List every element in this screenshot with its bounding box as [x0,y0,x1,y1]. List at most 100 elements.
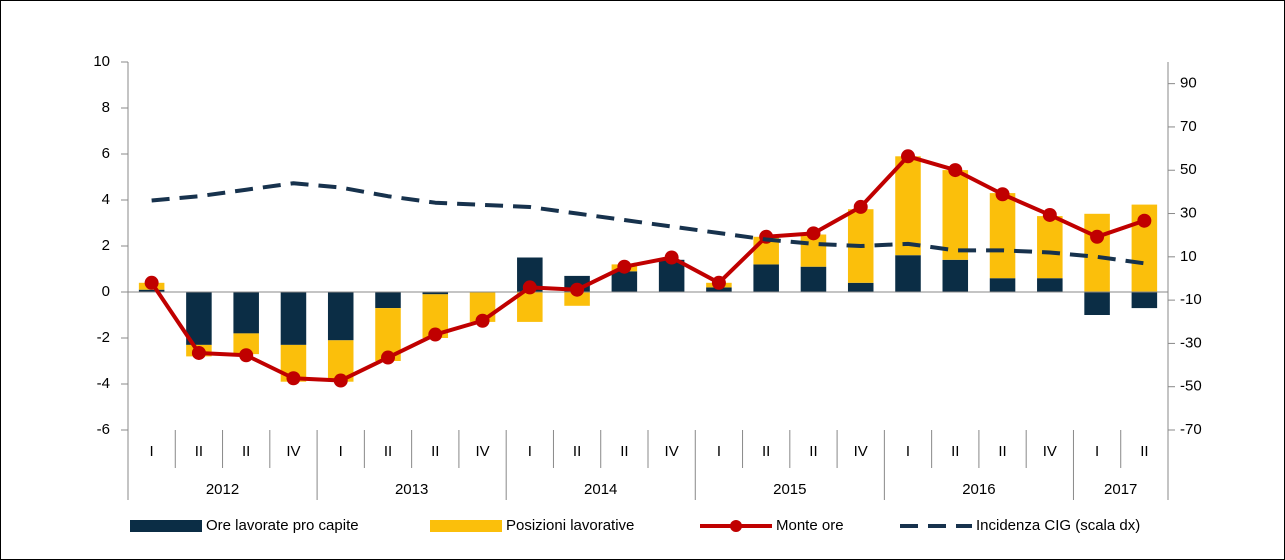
y-tick-label: 0 [102,283,110,300]
bar [280,292,307,345]
bar [422,292,449,295]
x-group-label: 2012 [206,481,239,498]
bar [1131,292,1158,309]
x-tick-label: IV [286,443,300,460]
y2-tick-label: -70 [1180,421,1202,438]
x-group-label: 2016 [962,481,995,498]
y-tick-label: 10 [93,53,110,70]
y-tick-label: 2 [102,237,110,254]
line-marker [286,371,301,386]
line-marker [1137,213,1152,228]
legend-swatch [130,520,202,532]
bar [658,259,685,292]
x-group-label: 2015 [773,481,806,498]
y-tick-label: 4 [102,191,110,208]
x-tick-label: II [762,443,770,460]
legend-marker [730,520,742,532]
bar [989,193,1016,279]
x-tick-label: IV [665,443,679,460]
x-tick-label: I [717,443,721,460]
bar [942,170,969,260]
line-marker [853,199,868,214]
y-tick-label: 8 [102,99,110,116]
x-tick-label: I [150,443,154,460]
y2-tick-label: 90 [1180,75,1197,92]
bar [753,264,779,292]
line-marker [144,275,159,290]
y-tick-label: -2 [97,329,110,346]
bar [895,255,921,292]
x-tick-label: IV [1043,443,1057,460]
x-tick-label: II [573,443,581,460]
line [149,154,1146,383]
bar [233,333,259,355]
bar [186,292,212,345]
line-marker [428,327,443,342]
y2-tick-label: 10 [1180,248,1197,265]
x-tick-label: IV [475,443,489,460]
line-marker [901,149,915,164]
x-tick-label: II [384,443,392,460]
line-marker [806,226,821,241]
legend-label: Monte ore [776,517,844,534]
bar [564,292,590,306]
x-tick-label: II [620,443,628,460]
y-tick-label: 6 [102,145,110,162]
legend-label: Incidenza CIG (scala dx) [976,517,1140,534]
legend-label: Posizioni lavorative [506,517,634,534]
x-group-label: 2013 [395,481,428,498]
x-tick-label: II [951,443,959,460]
x-tick-label: I [339,443,343,460]
bar [895,156,921,256]
line-marker [711,275,726,290]
bar [989,278,1016,292]
x-group-label: 2014 [584,481,617,498]
line-marker [1042,207,1057,222]
x-tick-label: II [431,443,439,460]
x-tick-label: I [906,443,910,460]
bar [233,292,259,334]
bar [517,292,543,322]
bar [1084,213,1110,292]
bar [1037,278,1063,292]
x-tick-label: II [242,443,250,460]
y-tick-label: -6 [97,421,110,438]
legend-swatch [430,520,502,532]
x-tick-label: IV [854,443,868,460]
y2-tick-label: 30 [1180,204,1197,221]
line-marker [664,250,679,265]
x-tick-label: I [528,443,532,460]
x-tick-label: II [1140,443,1148,460]
x-tick-label: II [809,443,817,460]
bar [1084,292,1110,315]
y2-tick-label: -50 [1180,378,1202,395]
y2-tick-label: -30 [1180,334,1202,351]
line-marker [570,282,585,297]
y2-tick-label: 70 [1180,118,1197,135]
line-marker [191,345,206,360]
line-marker [995,187,1010,202]
y-tick-label: -4 [97,375,110,392]
line-marker [381,350,395,365]
x-group-label: 2017 [1104,481,1137,498]
bar [800,266,827,292]
line-marker [617,259,632,274]
bar [1037,216,1063,279]
bar [375,292,401,309]
line-marker [522,280,537,295]
bar [847,282,874,292]
bar [138,289,165,292]
x-tick-label: II [195,443,203,460]
x-tick-label: I [1095,443,1099,460]
line-marker [239,348,254,363]
line-marker [948,163,963,178]
line-marker [333,373,348,388]
bar [611,271,638,292]
y2-tick-label: -10 [1180,291,1202,308]
y2-tick-label: 50 [1180,161,1197,178]
legend-label: Ore lavorate pro capite [206,517,359,534]
bar [327,292,354,341]
x-tick-label: II [998,443,1006,460]
